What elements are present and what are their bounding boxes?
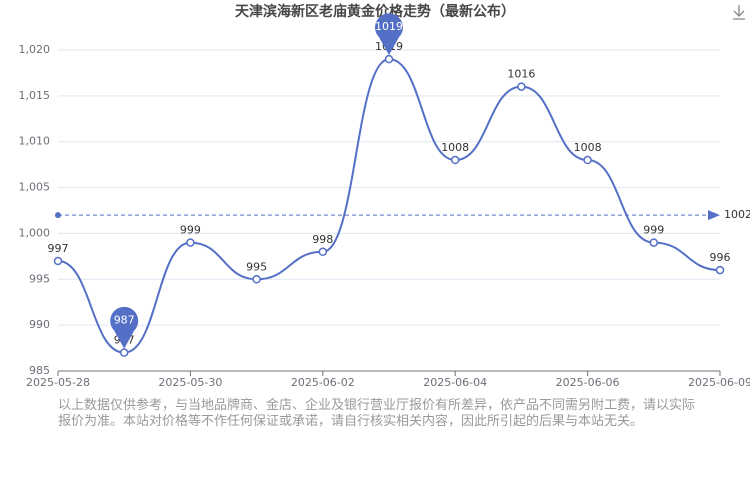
data-label: 999 <box>643 224 664 237</box>
pin-label: 1019 <box>375 20 403 33</box>
y-tick-label: 1,010 <box>19 135 51 148</box>
average-label: 1002 <box>724 208 750 221</box>
x-tick-label: 2025-05-30 <box>158 376 222 389</box>
pin <box>110 306 139 349</box>
chart: 天津滨海新区老庙黄金价格走势（最新公布） 985 990 995 1,000 1,005… <box>19 3 750 389</box>
data-label: 1008 <box>441 141 469 154</box>
data-point <box>119 348 129 357</box>
data-point <box>384 54 394 64</box>
y-tick-label: 1,020 <box>19 43 51 56</box>
y-tick-label: 1,000 <box>19 226 51 239</box>
x-tick-label: 2025-06-04 <box>423 376 487 389</box>
data-label: 996 <box>710 251 731 264</box>
data-label: 1008 <box>574 141 602 154</box>
data-point <box>318 247 328 257</box>
pin-label: 987 <box>114 314 135 327</box>
y-tick-label: 985 <box>29 364 50 377</box>
data-point <box>186 238 195 247</box>
data-point <box>583 155 592 165</box>
series-line <box>57 58 721 354</box>
chart-title: 天津滨海新区老庙黄金价格走势（最新公布） <box>235 3 515 20</box>
disclaimer: 以上数据仅供参考，与当地品牌商、金店、企业及银行营业厅报价有所差异，依产品不同需… <box>58 398 696 429</box>
download-glyph[interactable] <box>733 5 745 20</box>
data-label: 998 <box>312 233 333 246</box>
data-point <box>649 238 659 247</box>
data-label: 997 <box>48 242 69 255</box>
data-label: 999 <box>180 224 201 237</box>
data-point <box>252 275 261 284</box>
data-point <box>53 256 63 266</box>
y-tick-label: 995 <box>29 272 50 285</box>
x-tick-label: 2025-06-02 <box>291 376 355 389</box>
data-label: 1016 <box>507 68 535 81</box>
x-tick-label: 2025-05-28 <box>26 376 90 389</box>
y-tick-label: 990 <box>29 318 50 331</box>
data-label: 995 <box>246 260 267 273</box>
download-icon[interactable] <box>733 5 745 20</box>
pin <box>375 13 403 56</box>
data-point <box>715 265 725 275</box>
y-tick-label: 1,015 <box>19 89 51 102</box>
y-tick-label: 1,005 <box>19 181 51 194</box>
average-arrow <box>708 210 720 221</box>
x-tick-label: 2025-06-06 <box>556 376 620 389</box>
data-point <box>517 82 526 91</box>
data-point <box>450 155 460 165</box>
average-start <box>55 212 61 219</box>
x-tick-label: 2025-06-09 <box>688 376 750 389</box>
